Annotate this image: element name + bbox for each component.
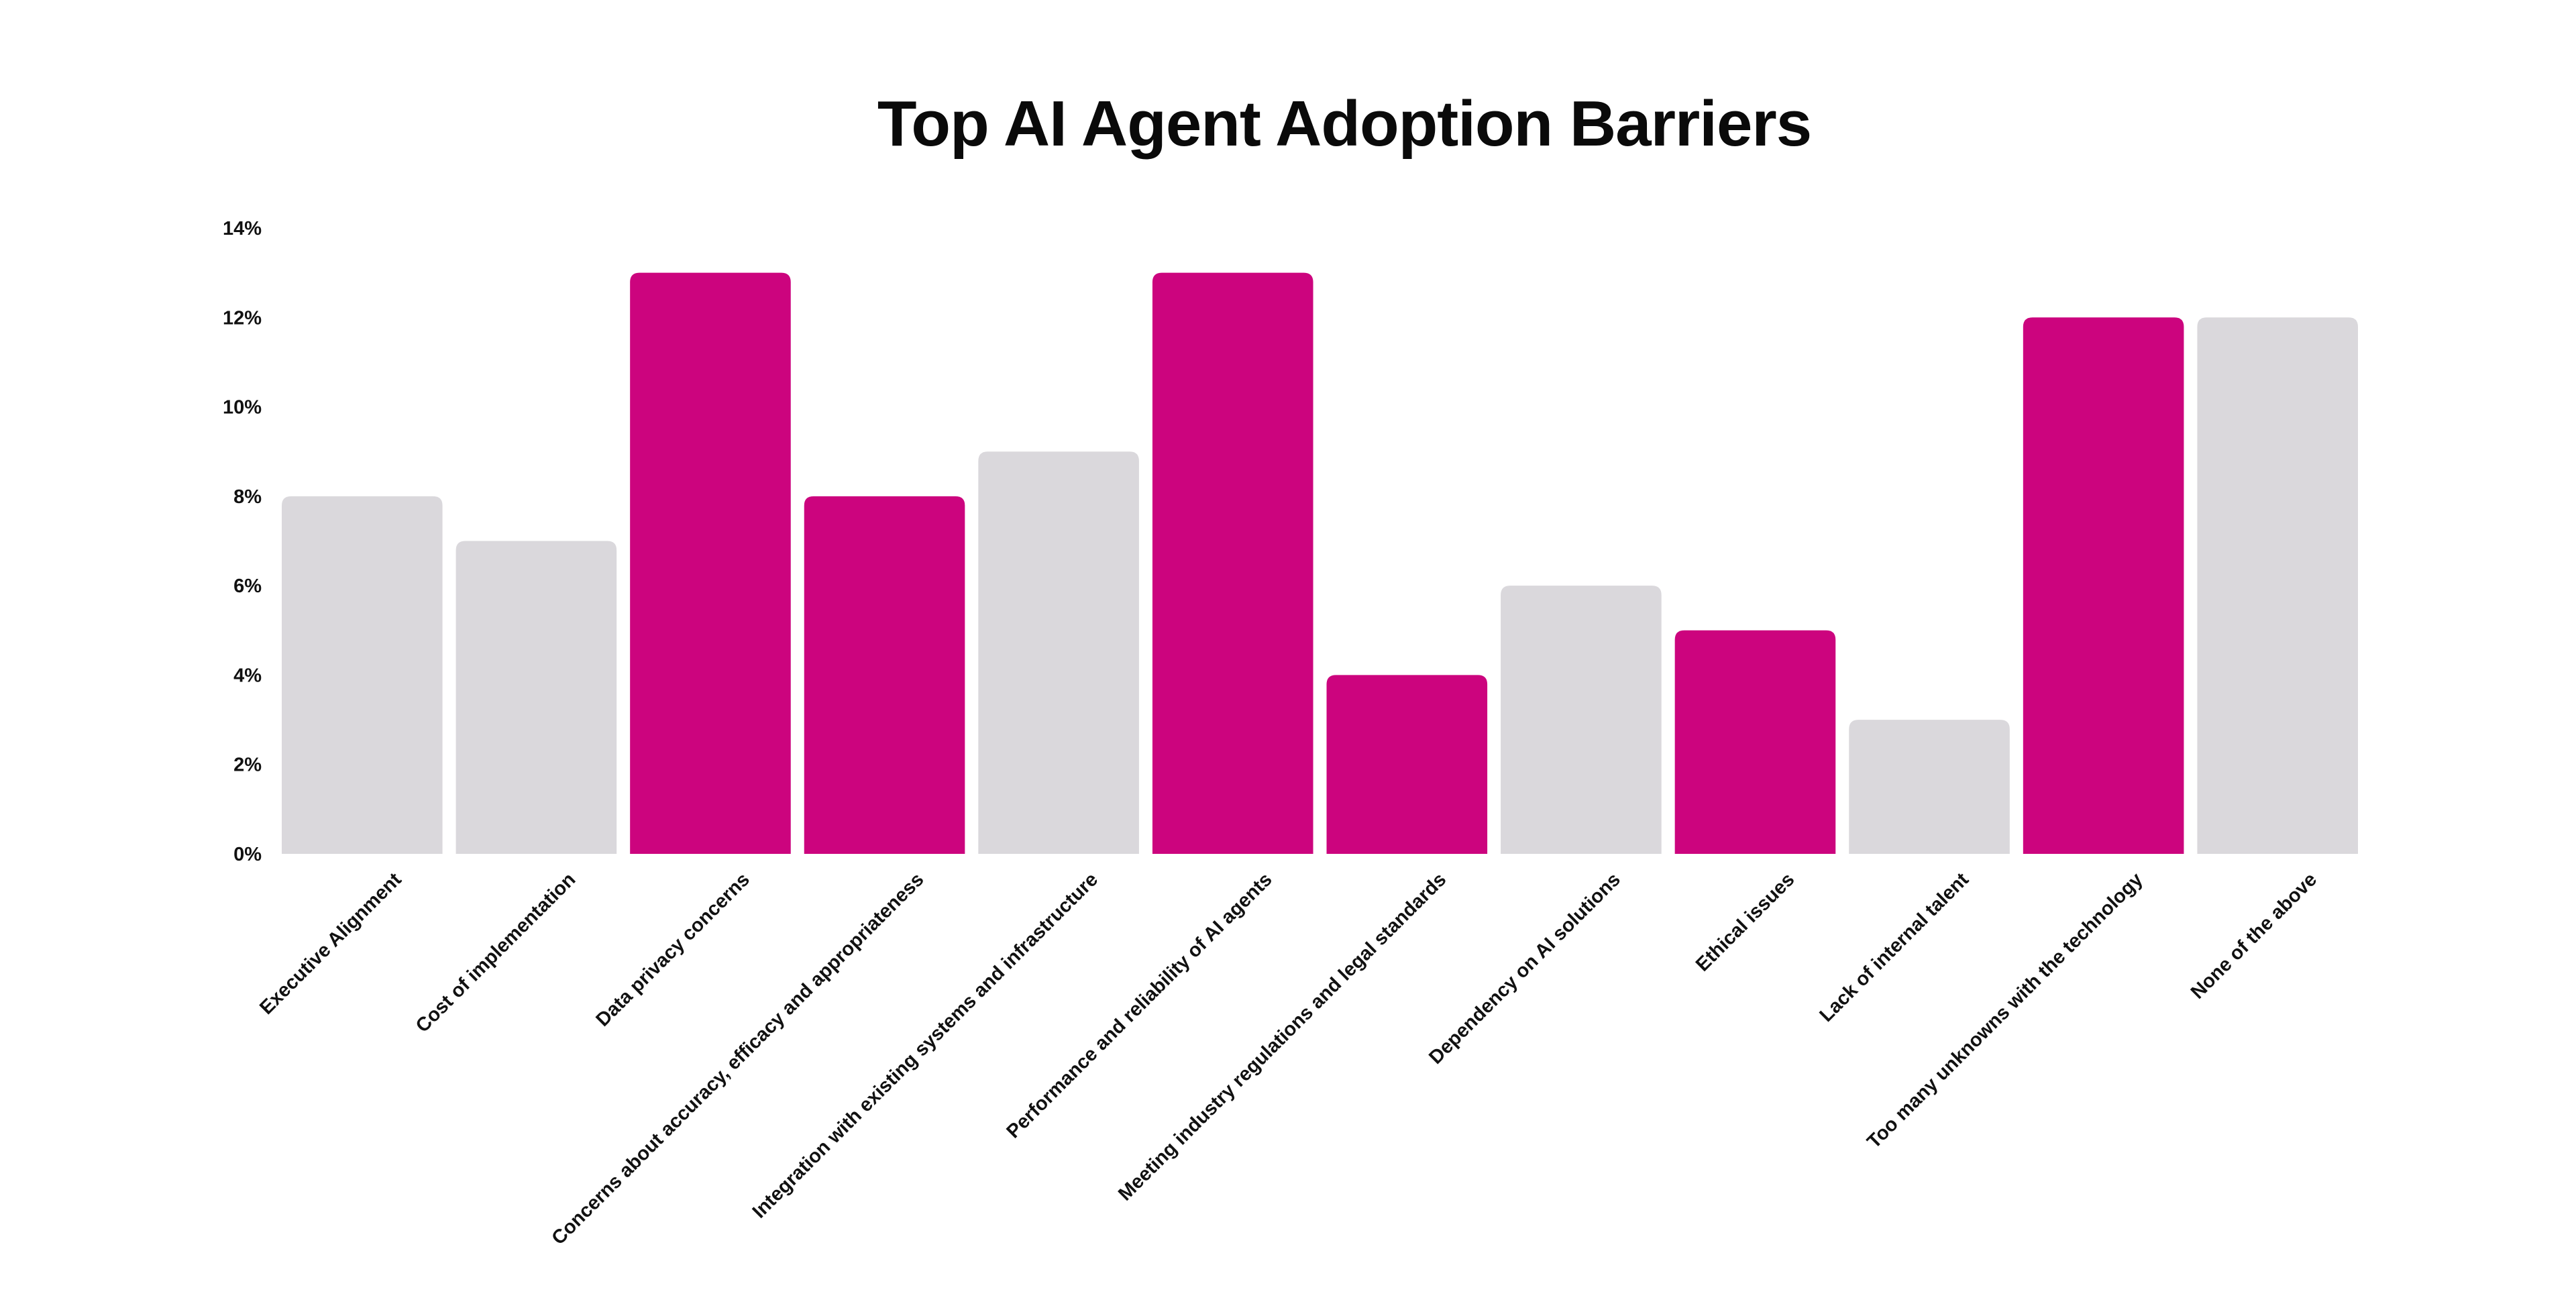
y-tick-label: 2%	[233, 755, 262, 776]
y-tick-label: 10%	[223, 397, 262, 419]
x-category-label: Ethical issues	[1692, 869, 1799, 975]
bar	[282, 496, 443, 854]
y-tick-label: 14%	[223, 218, 262, 239]
x-category-label: Cost of implementation	[412, 869, 580, 1036]
x-category-label: Meeting industry regulations and legal s…	[1114, 869, 1450, 1205]
bar	[630, 272, 791, 855]
chart-title: Top AI Agent Adoption Barriers	[877, 88, 1812, 160]
y-tick-label: 12%	[223, 307, 262, 329]
y-tick-label: 4%	[233, 665, 262, 686]
x-category-label: Lack of internal talent	[1815, 869, 1973, 1026]
bar	[2023, 317, 2184, 854]
bar	[804, 496, 965, 854]
y-tick-label: 6%	[233, 576, 262, 597]
y-tick-label: 8%	[233, 486, 262, 508]
x-category-label: Dependency on AI solutions	[1425, 869, 1625, 1069]
bar	[1674, 630, 1836, 854]
x-category-label: Too many unknowns with the technology	[1863, 869, 2147, 1152]
x-category-label: Executive Alignment	[256, 869, 406, 1019]
x-category-label: None of the above	[2187, 869, 2321, 1003]
bar	[455, 541, 617, 854]
bar	[978, 451, 1139, 854]
x-category-label: Data privacy concerns	[592, 869, 753, 1030]
x-category-label: Performance and reliability of AI agents	[1002, 869, 1276, 1142]
bars	[282, 272, 2358, 855]
bar	[1152, 272, 1313, 855]
bar	[2197, 317, 2358, 854]
bar	[1501, 586, 1662, 854]
bar	[1849, 720, 2010, 854]
x-axis: Executive Alignment Cost of implementatio…	[256, 869, 2321, 1249]
x-category-label: Concerns about accuracy, efficacy and ap…	[547, 869, 928, 1249]
bar	[1326, 675, 1488, 854]
y-axis: 0% 2% 4% 6% 8% 10% 12% 14%	[223, 218, 262, 865]
y-tick-label: 0%	[233, 844, 262, 865]
x-category-label: Integration with existing systems and in…	[749, 869, 1102, 1222]
